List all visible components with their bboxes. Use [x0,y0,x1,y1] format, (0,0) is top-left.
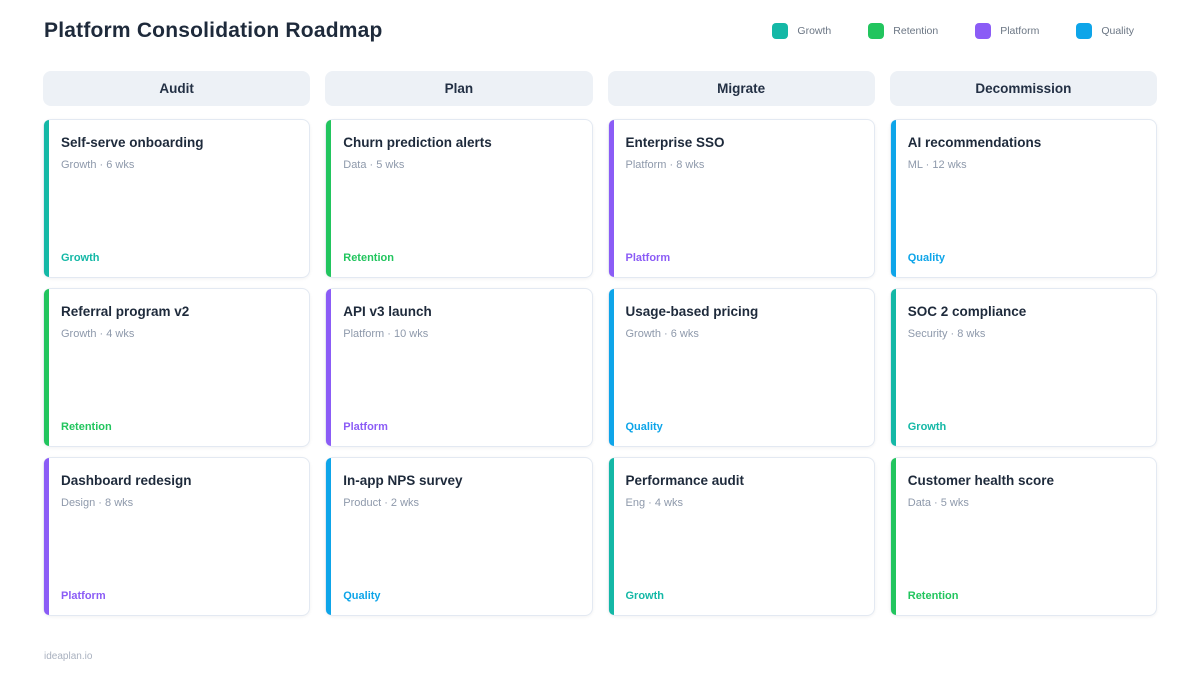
column-header-migrate: Migrate [607,71,875,106]
column-header-plan: Plan [325,71,593,106]
card-dashboard-redesign[interactable]: Dashboard redesign Design · 8 wks Platform [43,457,311,616]
card-tag: Platform [343,421,388,433]
card-accent-bar [326,458,332,615]
card-meta: Data · 5 wks [907,497,969,510]
card-usage-based-pricing[interactable]: Usage-based pricing Growth · 6 wks Quality [607,288,875,447]
kanban-board: Audit Self-serve onboarding Growth · 6 wks… [0,71,1200,616]
legend-swatch-platform [975,22,992,39]
card-meta: Product · 2 wks [343,497,420,510]
card-tag: Platform [61,590,106,602]
card-tag: Platform [625,252,671,264]
card-list: Enterprise SSO Platform · 8 wks Platform Us… [607,119,875,616]
card-meta: Platform · 10 wks [343,328,429,341]
card-title: In-app NPS survey [343,473,463,488]
card-accent-bar [608,289,614,446]
card-accent-bar [608,120,614,277]
card-meta: Growth · 6 wks [625,328,699,341]
card-list: Churn prediction alerts Data · 5 wks Reten… [325,119,593,616]
card-title: Enterprise SSO [625,135,725,150]
card-meta: Platform · 8 wks [625,159,705,172]
legend-item-quality: Quality [1076,22,1134,39]
card-title: Referral program v2 [61,304,190,319]
legend-item-growth: Growth [772,22,832,39]
footer: ideaplan.io [0,616,1200,664]
legend-label: Platform [1000,24,1040,37]
column-migrate: Migrate Enterprise SSO Platform · 8 wks Pla… [607,71,875,616]
card-tag: Growth [625,590,665,602]
legend-swatch-quality [1076,22,1093,39]
column-header-audit: Audit [43,71,311,106]
legend-label: Retention [893,24,939,37]
card-tag: Quality [625,421,663,433]
column-header-decommission: Decommission [889,71,1157,106]
card-referral-program-v2[interactable]: Referral program v2 Growth · 4 wks Retenti… [43,288,311,447]
card-title: Usage-based pricing [625,304,759,319]
card-tag: Growth [907,421,947,433]
card-list: AI recommendations ML · 12 wks Quality SOC … [889,119,1157,616]
card-api-v3-launch[interactable]: API v3 launch Platform · 10 wks Platform [325,288,593,447]
card-tag: Retention [343,252,394,264]
card-ai-recommendations[interactable]: AI recommendations ML · 12 wks Quality [889,119,1157,278]
card-accent-bar [326,120,332,277]
legend-label: Quality [1101,24,1134,37]
card-accent-bar [44,458,49,615]
card-title: Churn prediction alerts [343,135,492,150]
card-title: API v3 launch [343,304,432,319]
card-accent-bar [890,120,896,277]
card-meta: ML · 12 wks [907,159,967,172]
card-title: AI recommendations [907,135,1042,150]
column-plan: Plan Churn prediction alerts Data · 5 wks R… [325,71,593,616]
card-accent-bar [890,458,896,615]
card-list: Self-serve onboarding Growth · 6 wks Growt… [43,119,311,616]
card-accent-bar [326,289,332,446]
column-audit: Audit Self-serve onboarding Growth · 6 wks… [43,71,311,616]
card-churn-prediction-alerts[interactable]: Churn prediction alerts Data · 5 wks Reten… [325,119,593,278]
legend: Growth Retention Platform Quality [772,22,1134,39]
card-meta: Eng · 4 wks [625,497,683,510]
card-accent-bar [608,458,614,615]
card-meta: Security · 8 wks [907,328,986,341]
card-accent-bar [44,120,49,277]
card-accent-bar [890,289,896,446]
card-tag: Quality [343,590,381,602]
card-tag: Growth [61,252,100,264]
legend-swatch-retention [868,22,885,39]
card-tag: Quality [907,252,946,264]
card-enterprise-sso[interactable]: Enterprise SSO Platform · 8 wks Platform [607,119,875,278]
topbar: Platform Consolidation Roadmap Growth Ret… [0,0,1200,44]
card-tag: Retention [907,590,959,602]
card-in-app-nps-survey[interactable]: In-app NPS survey Product · 2 wks Quality [325,457,593,616]
footer-brand: ideaplan.io [44,651,93,662]
card-title: SOC 2 compliance [907,304,1027,319]
legend-item-retention: Retention [868,22,939,39]
card-accent-bar [44,289,49,446]
page-title: Platform Consolidation Roadmap [44,18,383,42]
card-meta: Data · 5 wks [343,159,405,172]
card-performance-audit[interactable]: Performance audit Eng · 4 wks Growth [607,457,875,616]
card-title: Performance audit [625,473,745,488]
card-title: Dashboard redesign [61,473,192,488]
card-self-serve-onboarding[interactable]: Self-serve onboarding Growth · 6 wks Growt… [43,119,311,278]
legend-item-platform: Platform [975,22,1040,39]
card-tag: Retention [61,421,112,433]
card-title: Self-serve onboarding [61,135,204,150]
card-meta: Design · 8 wks [61,497,134,510]
legend-swatch-growth [772,22,789,39]
column-decommission: Decommission AI recommendations ML · 12 wk… [889,71,1157,616]
card-customer-health-score[interactable]: Customer health score Data · 5 wks Retenti… [889,457,1157,616]
card-title: Customer health score [907,473,1055,488]
card-meta: Growth · 6 wks [61,159,135,172]
legend-label: Growth [797,24,832,37]
card-meta: Growth · 4 wks [61,328,135,341]
card-soc-2-compliance[interactable]: SOC 2 compliance Security · 8 wks Growth [889,288,1157,447]
